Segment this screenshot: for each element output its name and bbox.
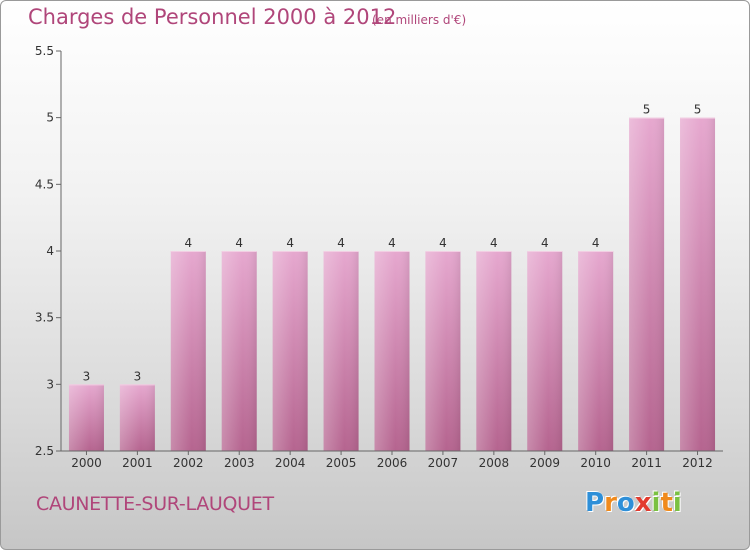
- logo-letter: i: [651, 488, 661, 518]
- x-tick-label: 2000: [71, 456, 102, 470]
- x-tick-label: 2009: [529, 456, 560, 470]
- bar-shade-2006: [374, 251, 410, 451]
- x-tick-label: 2004: [275, 456, 306, 470]
- x-tick-label: 2012: [682, 456, 713, 470]
- bar-shade-2008: [476, 251, 512, 451]
- data-label-2004: 4: [286, 236, 294, 250]
- data-label-2001: 3: [134, 369, 142, 383]
- y-tick-label: 4: [46, 244, 54, 258]
- logo-letter: i: [672, 488, 682, 518]
- x-tick-label: 2008: [479, 456, 510, 470]
- bar-shade-2003: [221, 251, 257, 451]
- chart-subtitle: (en milliers d'€): [372, 13, 467, 27]
- bar-shade-2004: [272, 251, 308, 451]
- bar-shade-2007: [425, 251, 461, 451]
- bar-shade-2002: [170, 251, 206, 451]
- y-tick-label: 3: [46, 377, 54, 391]
- bar-shade-2000: [68, 384, 104, 451]
- x-tick-label: 2005: [326, 456, 357, 470]
- x-tick-label: 2006: [377, 456, 408, 470]
- data-label-2008: 4: [490, 236, 498, 250]
- y-tick-label: 5: [46, 111, 54, 125]
- data-label-2007: 4: [439, 236, 447, 250]
- bar-shade-2001: [119, 384, 155, 451]
- y-tick-label: 4.5: [35, 177, 54, 191]
- data-label-2006: 4: [388, 236, 396, 250]
- bar-shade-2010: [578, 251, 614, 451]
- data-label-2002: 4: [184, 236, 192, 250]
- data-label-2003: 4: [235, 236, 243, 250]
- data-label-2009: 4: [541, 236, 549, 250]
- data-label-2012: 5: [694, 103, 702, 117]
- x-tick-label: 2007: [428, 456, 459, 470]
- bar-shade-2011: [629, 117, 665, 452]
- x-tick-label: 2010: [580, 456, 611, 470]
- logo-letter: r: [604, 488, 617, 518]
- data-label-2000: 3: [83, 369, 91, 383]
- logo-letter: o: [616, 488, 635, 518]
- data-label-2005: 4: [337, 236, 345, 250]
- bar-shade-2012: [680, 117, 716, 452]
- x-tick-label: 2011: [631, 456, 662, 470]
- logo-letter: t: [660, 488, 673, 518]
- x-tick-label: 2002: [173, 456, 204, 470]
- bar-shade-2009: [527, 251, 563, 451]
- proxiti-logo: Proxiti: [585, 488, 682, 518]
- x-tick-label: 2001: [122, 456, 153, 470]
- commune-name: CAUNETTE-SUR-LAUQUET: [36, 493, 274, 515]
- logo-letter: x: [634, 488, 652, 518]
- bar-shade-2005: [323, 251, 359, 451]
- y-tick-label: 3.5: [35, 311, 54, 325]
- logo-letter: P: [585, 488, 605, 518]
- y-tick-label: 5.5: [35, 44, 54, 58]
- y-tick-label: 2.5: [35, 444, 54, 458]
- data-label-2010: 4: [592, 236, 600, 250]
- data-label-2011: 5: [643, 103, 651, 117]
- chart-title: Charges de Personnel 2000 à 2012: [28, 5, 397, 29]
- x-tick-label: 2003: [224, 456, 255, 470]
